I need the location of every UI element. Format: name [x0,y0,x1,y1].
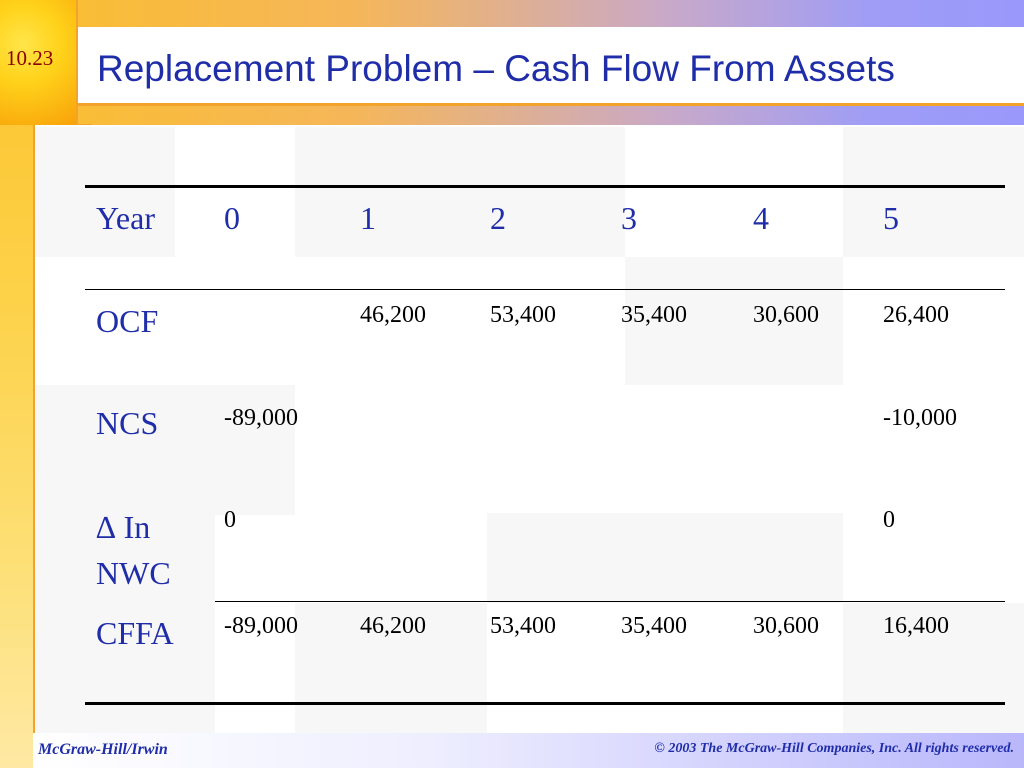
title-panel [78,27,1024,103]
year-cell: 4 [753,200,769,236]
table-cell: 30,600 [753,613,819,639]
vertical-rule [76,0,78,150]
table-cell: 46,200 [360,302,426,328]
table-cell: 16,400 [883,613,949,639]
table-cell: -10,000 [883,405,957,431]
row-label-nwc-line1: ∆ In [96,509,151,545]
table-cell: 26,400 [883,302,949,328]
table-cell: 35,400 [621,613,687,639]
table-header-rule [85,289,1005,290]
year-cell: 5 [883,200,899,236]
table-cell: 0 [883,507,895,533]
footer-bar [33,733,1024,768]
title-rule [78,103,1024,106]
footer-copyright: © 2003 The McGraw-Hill Companies, Inc. A… [654,741,1014,756]
table-top-rule [85,185,1005,188]
corner-box [0,0,76,125]
table-cell: 53,400 [490,302,556,328]
table-cell: 53,400 [490,613,556,639]
row-label-nwc-line2: NWC [96,555,171,591]
table-total-rule [215,601,1005,602]
row-label-ocf: OCF [96,303,159,339]
year-cell: 0 [224,200,240,236]
row-label-ncs: NCS [96,405,159,441]
table-cell: -89,000 [224,613,298,639]
year-header: Year [96,200,155,236]
page-title: Replacement Problem – Cash Flow From Ass… [97,48,895,89]
slide-number: 10.23 [6,46,54,70]
table-cell: -89,000 [224,405,298,431]
table-cell: 0 [224,507,236,533]
table-cell: 30,600 [753,302,819,328]
table-cell: 46,200 [360,613,426,639]
year-cell: 3 [621,200,637,236]
row-label-cffa: CFFA [96,615,174,651]
left-gradient-strip [0,0,33,768]
table-cell: 35,400 [621,302,687,328]
year-cell: 1 [360,200,376,236]
table-bottom-rule [85,702,1005,705]
footer-publisher: McGraw-Hill/Irwin [38,741,168,758]
year-cell: 2 [490,200,506,236]
